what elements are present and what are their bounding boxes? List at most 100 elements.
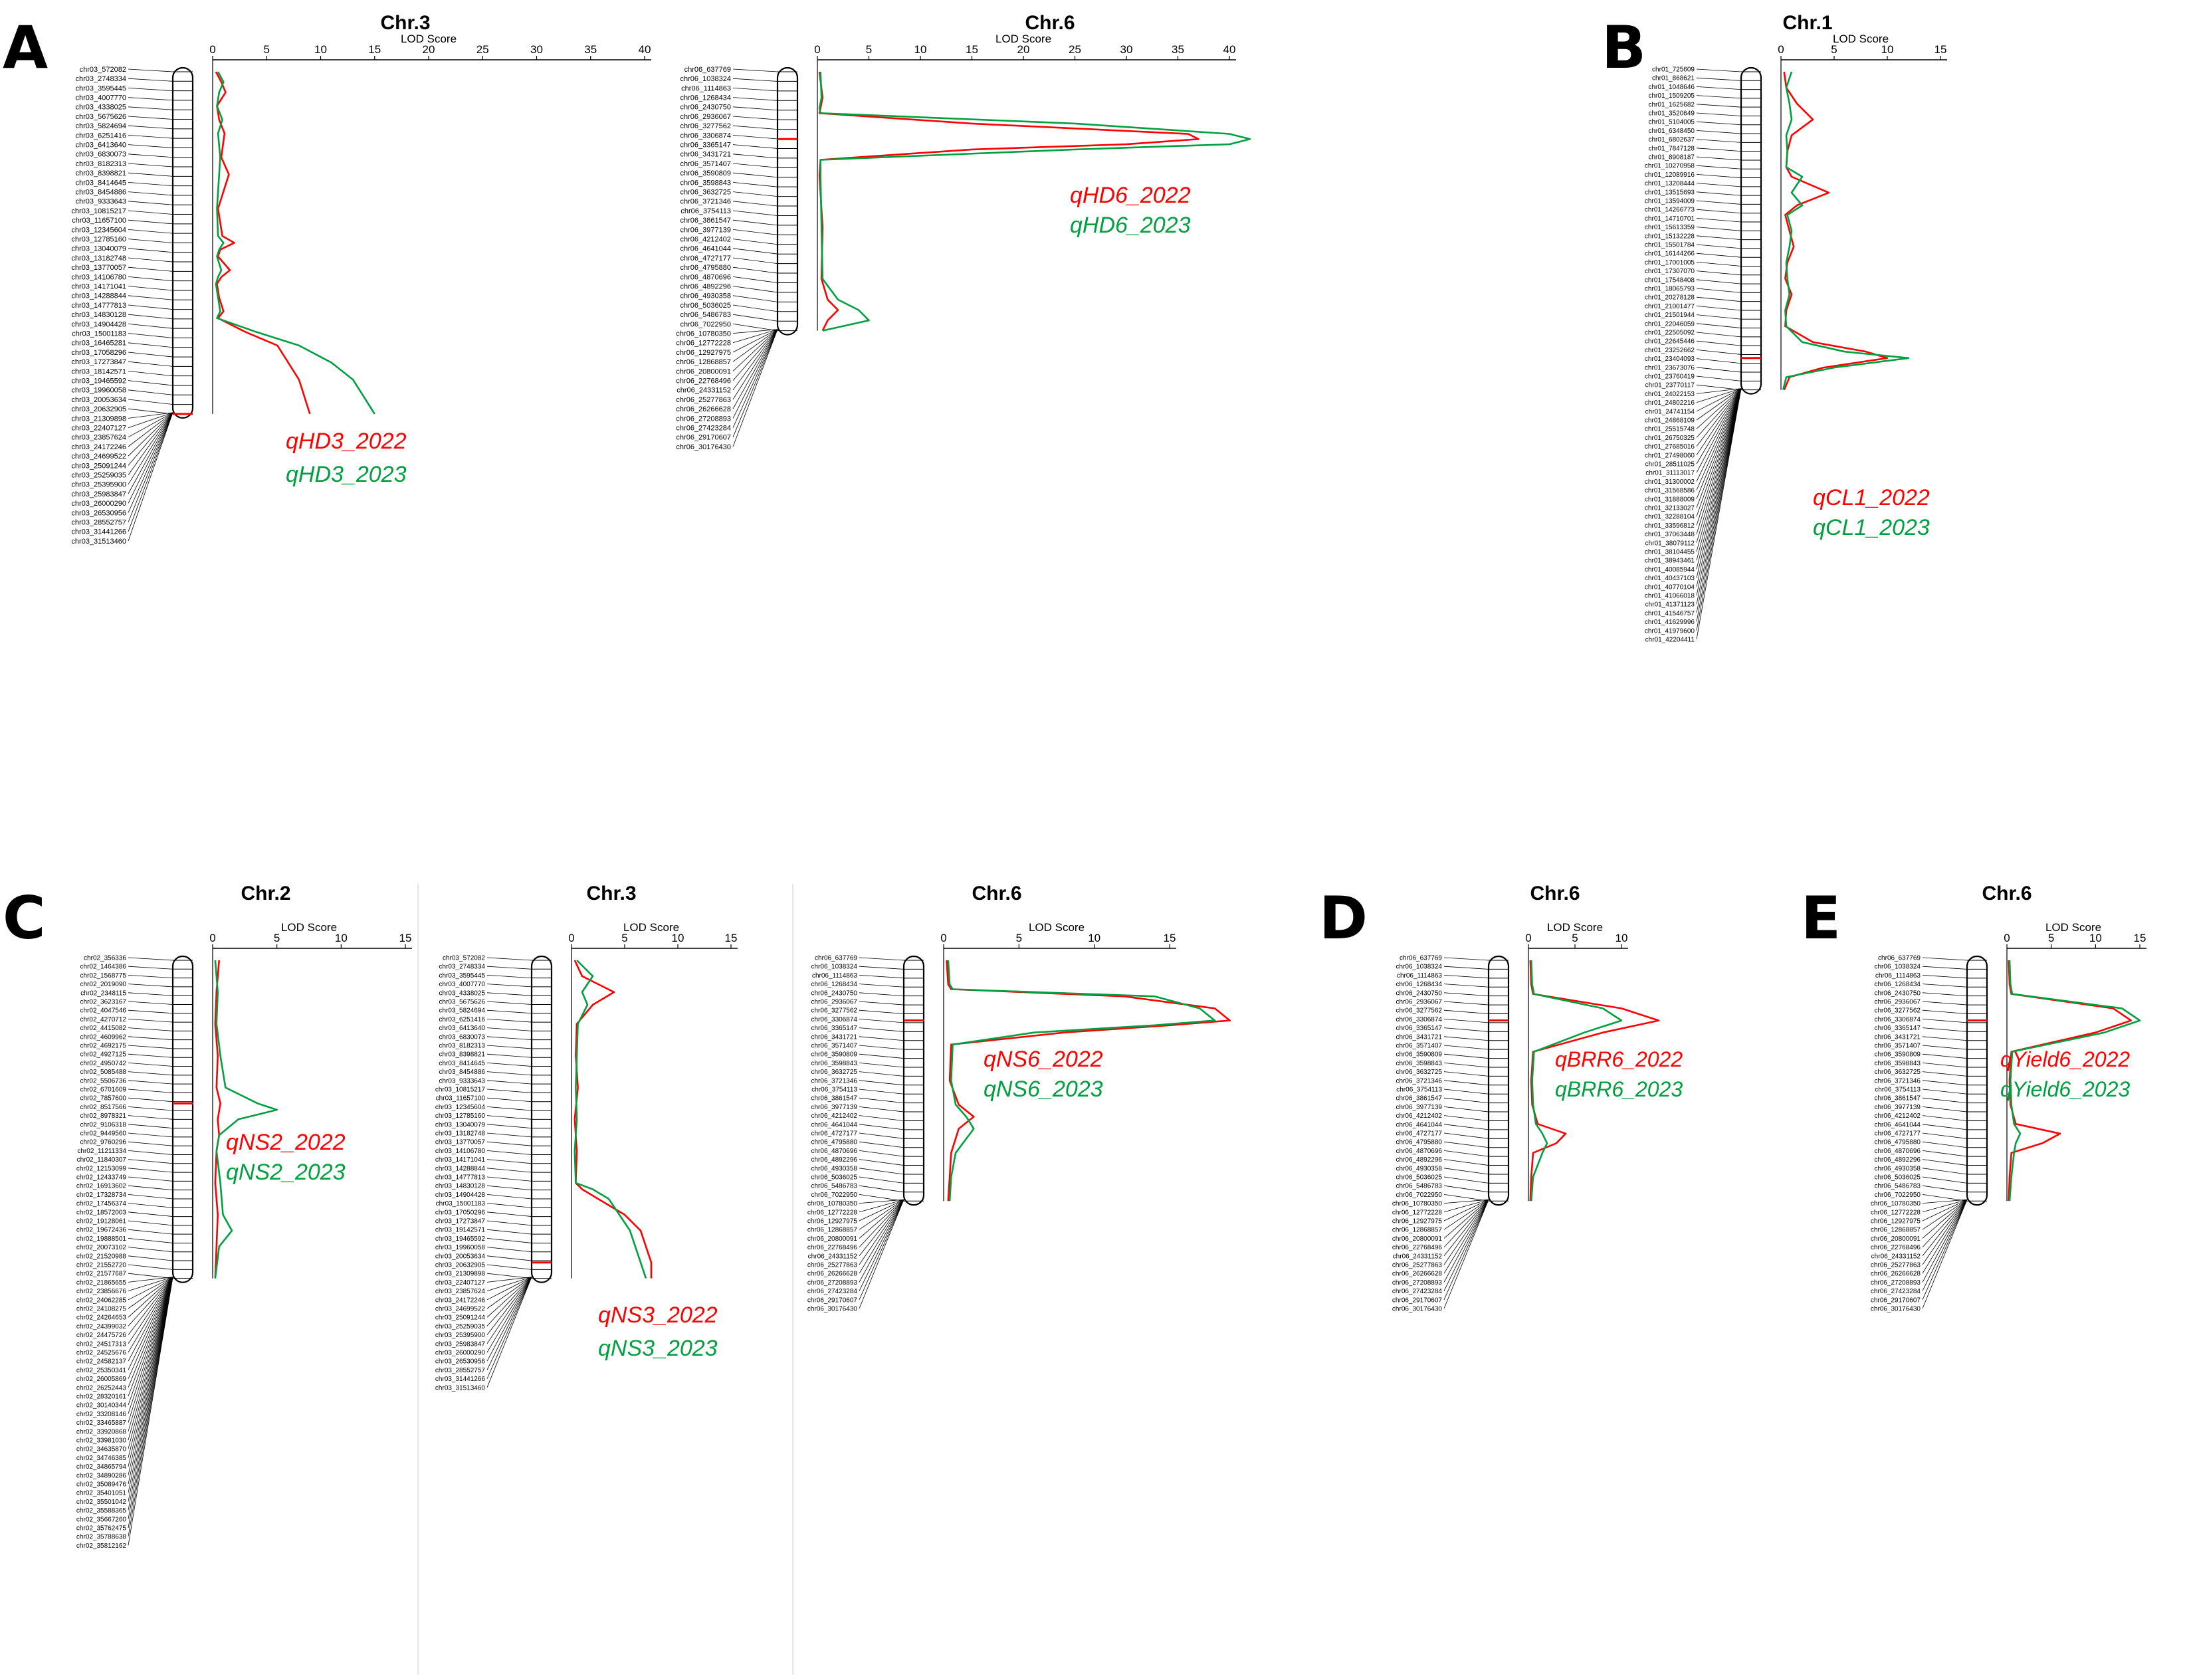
marker-connector [732, 144, 778, 149]
marker-label: chr06_2936067 [1874, 999, 1921, 1006]
marker-connector [128, 1036, 173, 1041]
marker-label: chr02_21865655 [76, 1279, 127, 1287]
marker-label: chr06_25277863 [807, 1262, 858, 1269]
marker-label: chr06_4892296 [811, 1156, 857, 1164]
marker-connector [486, 1203, 532, 1208]
marker-connector [128, 116, 173, 120]
marker-connector [1696, 340, 1742, 346]
marker-connector [128, 1273, 173, 1279]
marker-label: chr03_28552757 [71, 518, 126, 526]
chromosome-title: Chr.3 [586, 883, 636, 904]
panel-label: A [3, 13, 49, 82]
marker-label: chr03_18142571 [71, 368, 126, 375]
marker-connector [486, 1220, 532, 1226]
marker-label: chr01_24802216 [1645, 399, 1695, 407]
marker-connector [128, 412, 173, 532]
marker-connector [128, 1168, 173, 1173]
marker-label: chr03_6830073 [439, 1033, 485, 1041]
marker-connector [1696, 279, 1742, 284]
marker-connector [1443, 1200, 1489, 1283]
marker-label: chr06_2936067 [1396, 999, 1442, 1006]
marker-connector [128, 371, 173, 377]
marker-label: chr02_5085488 [80, 1069, 126, 1076]
marker-label: chr03_4338025 [439, 990, 485, 997]
marker-label: chr03_13770057 [71, 264, 126, 272]
marker-label: chr06_20800091 [676, 368, 731, 375]
marker-label: chr03_19142571 [435, 1227, 486, 1234]
marker-label: chr03_19960058 [71, 387, 126, 395]
marker-label: chr03_11657100 [436, 1095, 486, 1102]
marker-connector [859, 1089, 904, 1095]
lod-tick-label: 20 [1017, 43, 1030, 56]
marker-label: chr01_32288104 [1645, 514, 1695, 521]
marker-label: chr06_4641044 [1396, 1121, 1442, 1128]
lod-tick-label: 15 [2134, 932, 2146, 944]
marker-connector [1922, 1106, 1968, 1112]
lod-curve-qcl1_2022 [1783, 71, 1889, 391]
marker-label: chr06_3977139 [1396, 1104, 1442, 1111]
marker-connector [1696, 350, 1742, 355]
marker-connector [732, 304, 778, 312]
marker-connector [128, 1247, 173, 1253]
marker-connector [128, 154, 173, 158]
marker-label: chr01_10270958 [1645, 163, 1695, 170]
marker-label: chr06_3277562 [1396, 1007, 1442, 1015]
marker-connector [1443, 1150, 1489, 1157]
marker-label: chr01_42204411 [1645, 637, 1695, 644]
marker-label: chr06_1114863 [681, 84, 731, 92]
lod-curve-qhd6_2023 [818, 71, 1251, 332]
lod-tick-label: 0 [1778, 43, 1784, 56]
marker-label: chr03_14171041 [71, 282, 126, 290]
marker-connector [1696, 388, 1742, 447]
marker-label: chr06_3861547 [1396, 1095, 1442, 1102]
marker-label: chr02_34890286 [76, 1472, 127, 1479]
marker-label: chr02_24108275 [76, 1306, 127, 1313]
marker-connector [128, 333, 173, 338]
marker-label: chr03_13182748 [435, 1130, 486, 1138]
lod-curve-qyield6_2023 [2008, 960, 2141, 1202]
marker-connector [486, 1063, 532, 1067]
marker-label: chr03_8414645 [76, 179, 126, 187]
marker-connector [128, 1277, 173, 1318]
marker-connector [732, 97, 778, 101]
marker-label: chr06_27423284 [1871, 1288, 1921, 1295]
marker-connector [486, 1176, 532, 1182]
marker-connector [859, 1199, 904, 1265]
marker-label: chr03_8182313 [439, 1043, 485, 1050]
chromosome-title: Chr.6 [1530, 883, 1580, 904]
marker-label: chr06_4892296 [680, 282, 731, 290]
marker-label: chr02_20073102 [76, 1244, 127, 1251]
marker-label: chr02_30140344 [76, 1402, 127, 1410]
marker-connector [486, 1277, 532, 1353]
marker-label: chr01_12089916 [1645, 171, 1695, 179]
marker-label: chr06_3861547 [680, 217, 731, 225]
marker-connector [128, 172, 173, 177]
marker-connector [859, 1199, 904, 1257]
marker-connector [1696, 314, 1742, 320]
marker-label: chr03_12345604 [71, 226, 126, 234]
marker-connector [1696, 388, 1742, 534]
marker-connector [859, 957, 904, 961]
marker-label: chr06_4930358 [811, 1165, 857, 1172]
marker-connector [128, 1277, 173, 1291]
marker-label: chr03_28552757 [435, 1367, 486, 1374]
marker-connector [128, 135, 173, 139]
marker-connector [1696, 388, 1742, 605]
marker-label: chr06_24331152 [1871, 1253, 1921, 1260]
chart-svg: Chr.6 LOD Score 0 5 10 15 chr06_637769 chr06_10… [807, 883, 1231, 1313]
marker-connector [732, 329, 778, 381]
marker-connector [1443, 1063, 1489, 1068]
marker-label: chr02_26005869 [76, 1376, 127, 1383]
marker-label: chr03_14904428 [71, 320, 126, 328]
lod-tick-label: 5 [1831, 43, 1837, 56]
marker-label: chr06_3306874 [1396, 1016, 1442, 1023]
marker-label: chr06_2430750 [680, 104, 731, 112]
panel-divider [792, 884, 793, 1675]
marker-connector [859, 1080, 904, 1086]
marker-label: chr01_23673076 [1645, 364, 1695, 371]
marker-connector [732, 201, 778, 207]
marker-connector [1922, 1115, 1968, 1121]
qtl-label: qNS3_2023 [598, 1336, 718, 1361]
marker-label: chr06_4870696 [811, 1148, 857, 1155]
lod-axis-title: LOD Score [1547, 921, 1603, 934]
